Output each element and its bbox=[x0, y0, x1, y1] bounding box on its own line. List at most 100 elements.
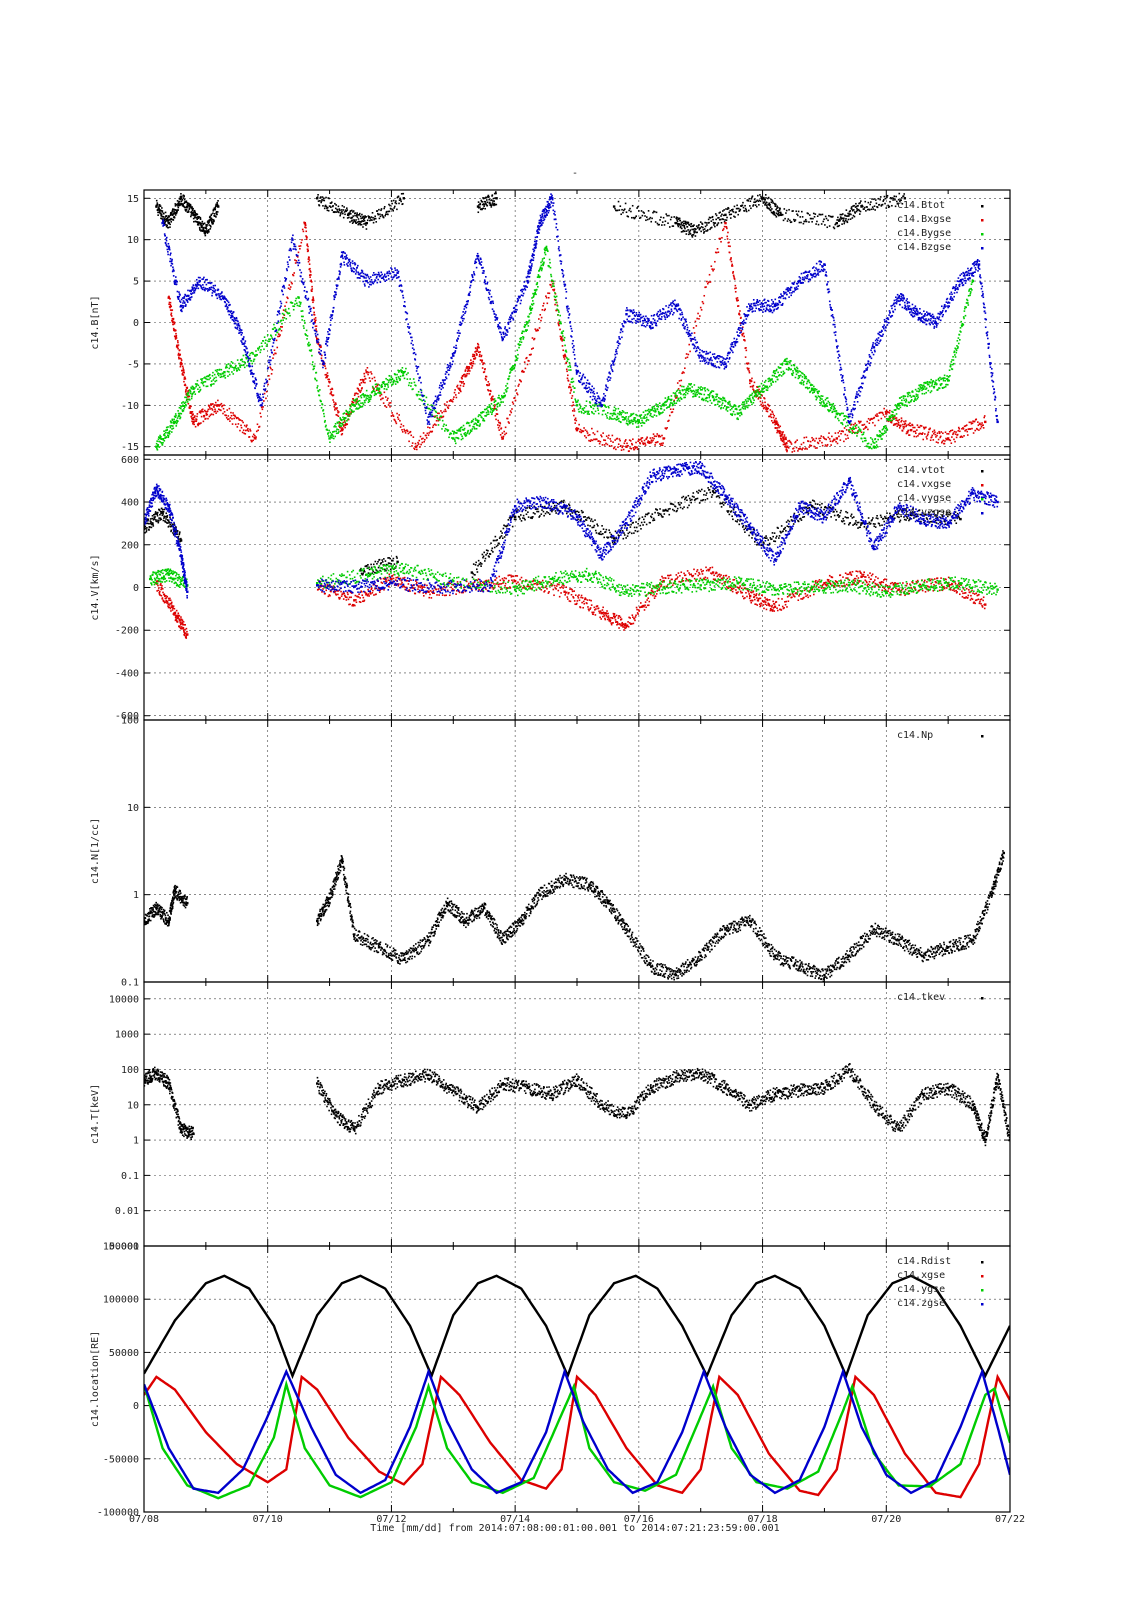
data-dot bbox=[781, 433, 784, 436]
data-dot bbox=[267, 340, 270, 343]
data-dot bbox=[211, 409, 214, 411]
data-dot bbox=[201, 408, 204, 411]
data-dot bbox=[539, 314, 542, 316]
data-dot bbox=[898, 402, 901, 405]
data-dot bbox=[575, 428, 577, 430]
data-dot bbox=[213, 404, 216, 406]
data-dot bbox=[384, 385, 386, 388]
data-dot bbox=[510, 367, 512, 370]
data-dot bbox=[628, 420, 630, 422]
data-dot bbox=[424, 400, 426, 403]
data-dot bbox=[200, 381, 203, 384]
data-dot bbox=[231, 418, 233, 420]
data-dot bbox=[167, 219, 170, 222]
data-point bbox=[476, 420, 480, 424]
data-dot bbox=[907, 423, 910, 426]
data-dot bbox=[731, 209, 733, 211]
data-dot bbox=[899, 424, 902, 427]
data-dot bbox=[622, 448, 625, 451]
data-dot bbox=[925, 388, 927, 390]
data-dot bbox=[257, 349, 260, 351]
data-dot bbox=[730, 405, 732, 408]
data-dot bbox=[304, 333, 307, 335]
data-dot bbox=[491, 407, 494, 410]
data-dot bbox=[541, 267, 543, 269]
data-dot bbox=[621, 409, 624, 412]
data-dot bbox=[957, 426, 960, 429]
data-dot bbox=[355, 215, 358, 217]
data-dot bbox=[272, 357, 274, 360]
data-dot bbox=[374, 392, 376, 395]
data-dot bbox=[383, 205, 386, 208]
data-dot bbox=[313, 307, 315, 309]
data-dot bbox=[293, 272, 296, 274]
data-dot bbox=[573, 387, 576, 389]
data-dot bbox=[565, 351, 568, 353]
data-dot bbox=[825, 403, 827, 406]
data-dot bbox=[659, 412, 662, 415]
data-dot bbox=[751, 377, 753, 380]
data-dot bbox=[750, 401, 753, 404]
data-dot bbox=[230, 411, 232, 414]
data-dot bbox=[557, 323, 560, 326]
data-dot bbox=[361, 217, 364, 219]
data-dot bbox=[672, 408, 675, 411]
data-dot bbox=[534, 328, 537, 330]
data-dot bbox=[894, 404, 897, 406]
data-dot bbox=[205, 225, 208, 227]
data-dot bbox=[579, 407, 581, 409]
data-dot bbox=[737, 405, 740, 408]
data-dot bbox=[859, 202, 861, 204]
data-dot bbox=[475, 350, 477, 352]
data-dot bbox=[739, 408, 742, 411]
data-dot bbox=[172, 323, 174, 326]
data-dot bbox=[575, 419, 578, 422]
data-dot bbox=[854, 211, 856, 213]
data-dot bbox=[722, 228, 725, 230]
data-dot bbox=[637, 440, 639, 443]
data-dot bbox=[176, 345, 179, 348]
data-dot bbox=[798, 375, 801, 377]
data-dot bbox=[927, 389, 930, 392]
data-dot bbox=[491, 396, 493, 399]
data-dot bbox=[970, 422, 973, 425]
data-dot bbox=[561, 345, 564, 347]
data-dot bbox=[858, 202, 860, 205]
data-dot bbox=[918, 433, 920, 435]
data-dot bbox=[658, 434, 661, 437]
data-dot bbox=[875, 202, 878, 205]
data-dot bbox=[780, 371, 783, 374]
data-dot bbox=[326, 429, 329, 431]
data-dot bbox=[559, 321, 562, 323]
data-dot bbox=[462, 424, 465, 427]
data-dot bbox=[338, 209, 341, 212]
data-dot bbox=[440, 410, 442, 412]
data-dot bbox=[844, 219, 847, 222]
data-dot bbox=[731, 413, 734, 415]
data-dot bbox=[189, 405, 191, 407]
data-dot bbox=[497, 397, 499, 399]
data-dot bbox=[975, 418, 978, 421]
data-dot bbox=[535, 293, 537, 296]
data-dot bbox=[679, 391, 682, 394]
data-dot bbox=[728, 211, 730, 214]
data-dot bbox=[737, 305, 740, 307]
data-dot bbox=[170, 431, 173, 433]
data-dot bbox=[537, 275, 540, 277]
data-dot bbox=[763, 387, 766, 390]
data-dot bbox=[716, 403, 719, 406]
data-dot bbox=[382, 402, 385, 404]
data-dot bbox=[895, 408, 897, 411]
data-dot bbox=[578, 423, 580, 426]
data-dot bbox=[836, 219, 838, 221]
data-dot bbox=[504, 433, 506, 436]
data-dot bbox=[838, 419, 840, 422]
data-dot bbox=[244, 433, 247, 435]
data-dot bbox=[511, 366, 514, 368]
data-dot bbox=[542, 305, 544, 307]
data-dot bbox=[779, 366, 782, 369]
data-dot bbox=[381, 383, 383, 386]
data-dot bbox=[483, 362, 485, 364]
data-dot bbox=[782, 436, 785, 439]
data-dot bbox=[634, 447, 637, 449]
